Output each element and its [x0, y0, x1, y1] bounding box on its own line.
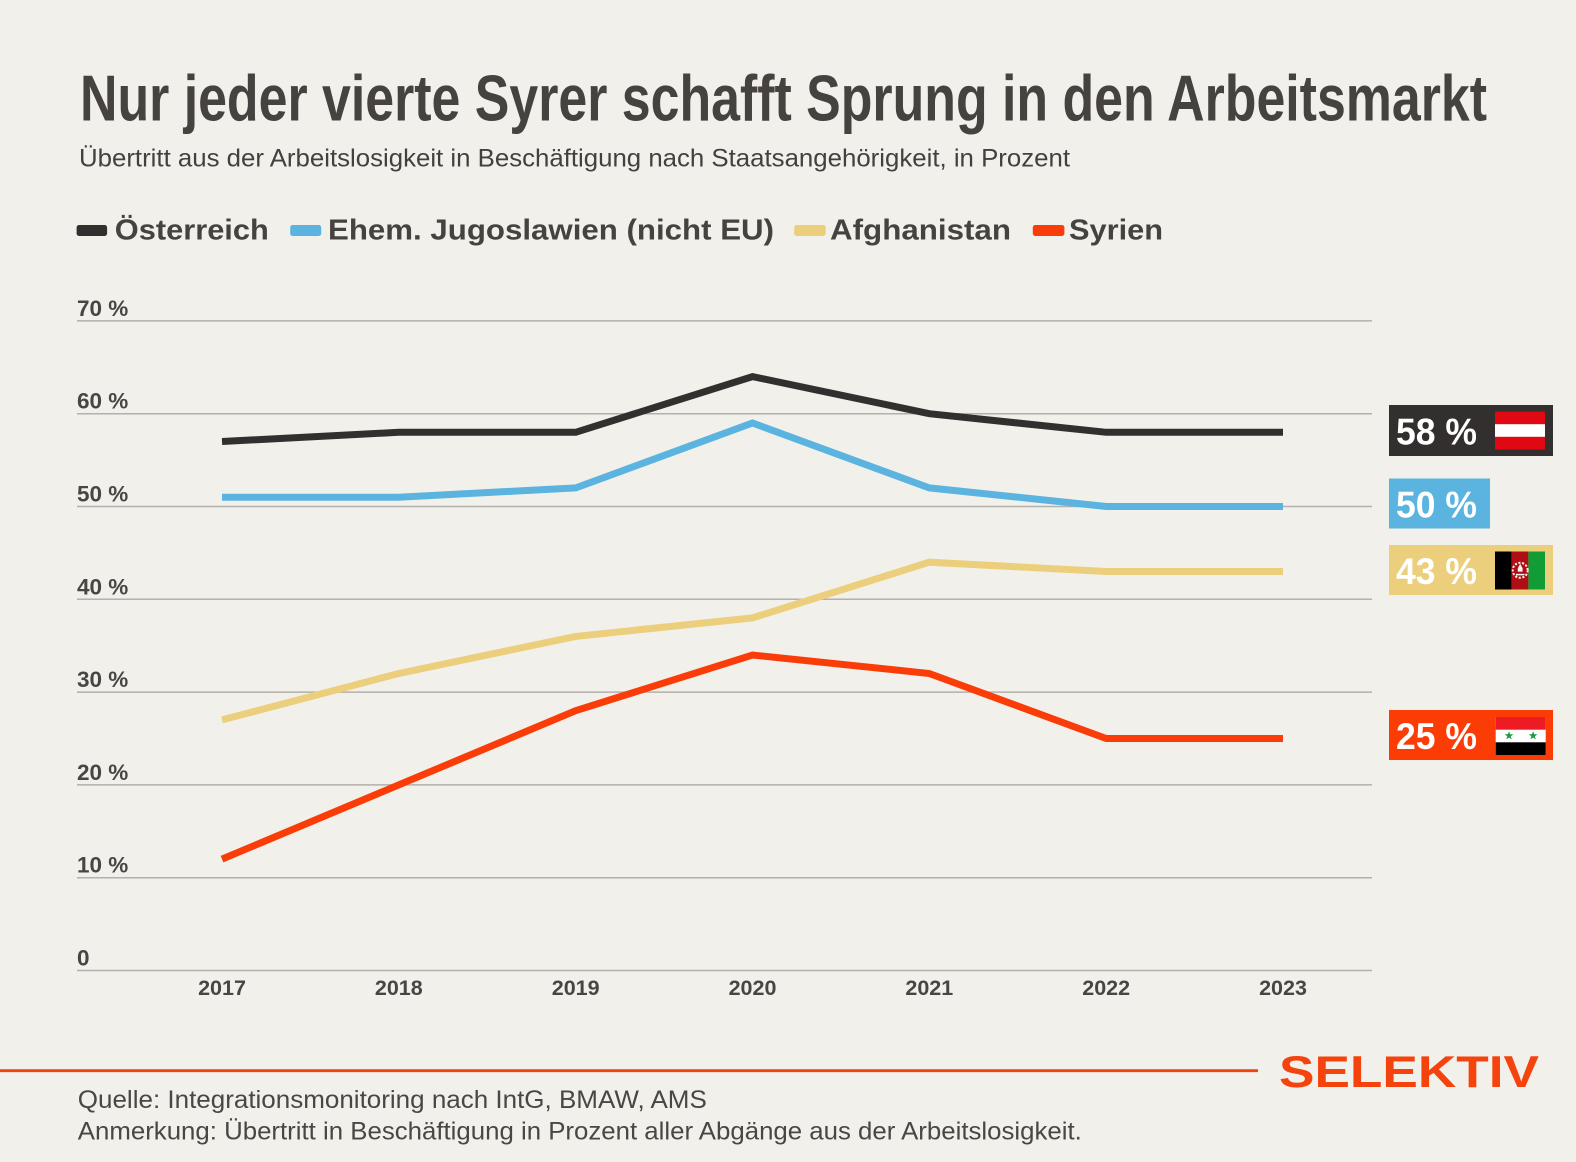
- svg-text:60 %: 60 %: [77, 389, 128, 414]
- svg-text:Afghanistan: Afghanistan: [830, 214, 1011, 246]
- svg-text:2022: 2022: [1082, 976, 1130, 1000]
- svg-text:Nur jeder vierte Syrer schafft: Nur jeder vierte Syrer schafft Sprung in…: [80, 61, 1487, 134]
- svg-text:2020: 2020: [729, 976, 777, 1000]
- svg-text:Ehem. Jugoslawien (nicht EU): Ehem. Jugoslawien (nicht EU): [328, 214, 774, 246]
- svg-text:50 %: 50 %: [77, 482, 128, 507]
- svg-text:25 %: 25 %: [1396, 716, 1477, 757]
- svg-text:70 %: 70 %: [77, 296, 128, 321]
- svg-text:Quelle: Integrationsmonitoring: Quelle: Integrationsmonitoring nach IntG…: [78, 1086, 707, 1114]
- svg-text:2021: 2021: [905, 976, 953, 1000]
- svg-text:40 %: 40 %: [77, 574, 128, 599]
- svg-text:Übertritt aus der Arbeitslosig: Übertritt aus der Arbeitslosigkeit in Be…: [79, 145, 1070, 173]
- svg-text:2019: 2019: [552, 976, 600, 1000]
- svg-text:0: 0: [77, 946, 90, 971]
- svg-text:SELEKTIV: SELEKTIV: [1279, 1048, 1539, 1097]
- svg-text:50 %: 50 %: [1396, 485, 1477, 526]
- svg-text:Syrien: Syrien: [1069, 214, 1163, 246]
- svg-text:30 %: 30 %: [77, 667, 128, 692]
- svg-text:2023: 2023: [1259, 976, 1307, 1000]
- svg-text:2018: 2018: [375, 976, 423, 1000]
- svg-text:10 %: 10 %: [77, 853, 128, 878]
- svg-text:20 %: 20 %: [77, 760, 128, 785]
- svg-text:43 %: 43 %: [1396, 551, 1477, 592]
- svg-text:Anmerkung: Übertritt in Beschä: Anmerkung: Übertritt in Beschäftigung in…: [78, 1118, 1082, 1146]
- svg-text:58 %: 58 %: [1396, 412, 1477, 453]
- svg-text:Österreich: Österreich: [115, 213, 269, 246]
- svg-text:2017: 2017: [198, 976, 246, 1000]
